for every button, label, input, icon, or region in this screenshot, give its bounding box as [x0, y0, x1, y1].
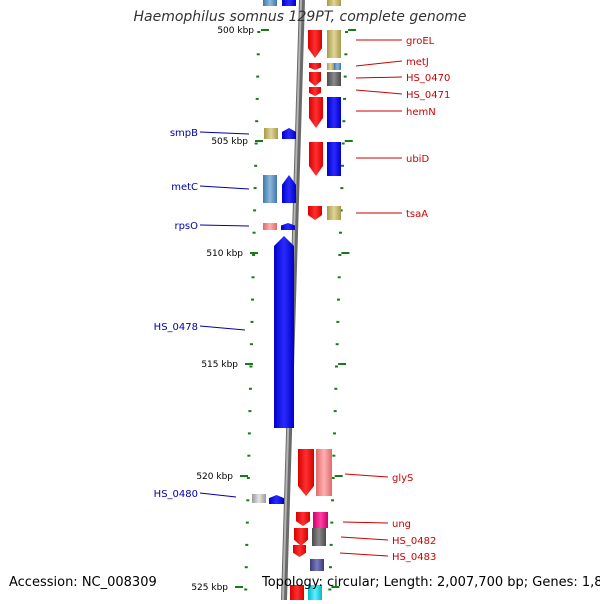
accession-label: Accession: NC_008309 — [9, 575, 157, 590]
gene-bottom-block — [308, 585, 322, 600]
gene-smpB-block — [264, 128, 278, 139]
gene-HS_0478-arrow — [274, 236, 294, 428]
gene-block-top — [263, 0, 277, 6]
gene-next-block — [310, 559, 324, 571]
gene-label-HS_0470: HS_0470 — [406, 73, 450, 84]
gene-HS_0483-arrow — [293, 545, 306, 557]
gene-tsaA-arrow — [308, 206, 322, 220]
gene-HS_0471-arrow — [309, 87, 321, 96]
label-leader-left — [199, 325, 246, 331]
gene-label-groEL: groEL — [406, 36, 435, 47]
gene-hemN-block — [327, 97, 341, 128]
gene-metJ-block — [334, 63, 341, 70]
scale-label: 520 kbp — [196, 472, 233, 482]
gene-ubiD-arrow — [309, 142, 323, 176]
gene-label-HS_0480: HS_0480 — [154, 489, 198, 500]
gene-HS_0470-arrow — [309, 72, 321, 86]
gene-HS_0480-arrow — [269, 495, 284, 504]
gene-glyS-arrow — [298, 449, 314, 496]
gene-label-hemN: hemN — [406, 107, 436, 118]
gene-ung-arrow — [296, 512, 310, 526]
label-leader-left — [199, 131, 250, 135]
label-leader-right — [340, 536, 389, 541]
gene-HS_0480-block — [252, 494, 266, 503]
gene-metJ-arrow — [309, 63, 321, 70]
scale-label: 515 kbp — [201, 360, 238, 370]
gene-block-top — [327, 0, 341, 6]
genome-summary: Topology: circular; Length: 2,007,700 bp… — [262, 575, 600, 590]
gene-label-smpB: smpB — [170, 128, 198, 139]
gene-HS_0482-arrow — [294, 528, 308, 546]
gene-rpsO-arrow — [281, 223, 295, 230]
label-leader-right — [355, 60, 403, 67]
gene-block-top — [282, 0, 296, 6]
label-leader-right — [339, 552, 389, 557]
scale-label: 525 kbp — [191, 583, 228, 593]
gene-HS_0470-block — [327, 72, 341, 86]
gene-groEL-block — [327, 30, 341, 58]
gene-label-rpsO: rpsO — [174, 221, 198, 232]
gene-metC-block — [263, 175, 277, 203]
gene-label-HS_0483: HS_0483 — [392, 552, 436, 563]
gene-tsaA-block — [327, 206, 341, 220]
gene-label-glyS: glyS — [392, 473, 413, 484]
gene-label-ung: ung — [392, 519, 411, 530]
gene-ung-block — [313, 512, 328, 528]
label-leader-left — [199, 224, 250, 227]
gene-label-HS_0471: HS_0471 — [406, 90, 450, 101]
gene-label-ubiD: ubiD — [406, 154, 429, 165]
gene-label-metJ: metJ — [406, 57, 429, 68]
label-leader-right — [355, 76, 403, 79]
scale-label: 500 kbp — [217, 26, 254, 36]
gene-rpsO-block — [263, 223, 277, 230]
gene-label-HS_0482: HS_0482 — [392, 536, 436, 547]
label-leader-right — [342, 521, 389, 524]
label-leader-right — [355, 89, 403, 95]
gene-glyS-block — [316, 449, 332, 496]
gene-label-HS_0478: HS_0478 — [154, 322, 198, 333]
gene-bottom-arrow — [290, 585, 304, 600]
gene-metJ-block — [327, 63, 334, 70]
map-title: Haemophilus somnus 129PT, complete genom… — [133, 9, 467, 25]
label-leader-right — [344, 473, 389, 478]
gene-HS_0482-block — [312, 528, 326, 546]
gene-metC-arrow — [282, 175, 296, 203]
label-leader-left — [199, 185, 250, 190]
gene-label-tsaA: tsaA — [406, 209, 428, 220]
gene-groEL-arrow — [308, 30, 322, 58]
gene-label-metC: metC — [171, 182, 198, 193]
gene-smpB-arrow — [282, 128, 296, 139]
scale-label: 505 kbp — [211, 137, 248, 147]
scale-label: 510 kbp — [206, 249, 243, 259]
gene-hemN-arrow — [309, 97, 323, 128]
label-leader-left — [199, 492, 237, 498]
gene-ubiD-block — [327, 142, 341, 176]
